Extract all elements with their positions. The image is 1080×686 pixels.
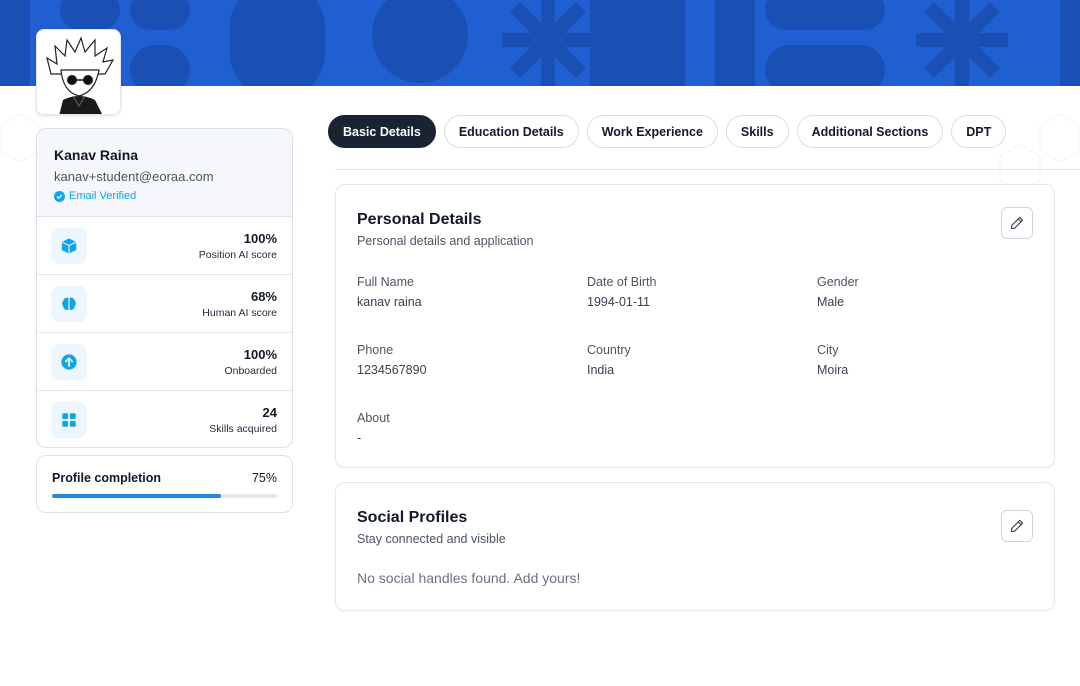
stat-human-ai-score: 68% Human AI score — [37, 275, 292, 333]
profile-completion-card: Profile completion 75% — [36, 455, 293, 513]
field-date-of-birth: Date of Birth 1994-01-11 — [587, 275, 787, 309]
profile-completion-title: Profile completion — [52, 471, 162, 485]
field-label: Full Name — [357, 275, 414, 289]
email-verified-badge: Email Verified — [54, 190, 275, 202]
profile-completion-progress — [52, 494, 277, 498]
tab-work-experience[interactable]: Work Experience — [586, 115, 718, 148]
stat-label: Position AI score — [198, 248, 277, 261]
progress-fill — [52, 494, 221, 498]
field-phone: Phone 1234567890 — [357, 343, 557, 377]
user-header: Kanav Raina kanav+student@eoraa.com Emai… — [37, 129, 292, 217]
personal-details-subtitle: Personal details and application — [357, 234, 534, 248]
tabs-divider — [335, 169, 1080, 170]
field-value: Male — [817, 295, 845, 309]
pencil-icon — [1010, 519, 1024, 533]
avatar-image — [37, 30, 120, 114]
field-value: 1234567890 — [357, 363, 427, 377]
stat-label: Skills acquired — [209, 423, 277, 435]
social-profiles-title: Social Profiles — [357, 509, 468, 526]
field-value: 1994-01-11 — [587, 295, 651, 309]
field-full-name: Full Name kanav raina — [357, 275, 557, 309]
field-about: About - — [357, 411, 557, 445]
social-profiles-card: Social Profiles Stay connected and visib… — [335, 482, 1055, 611]
cube-icon — [51, 227, 87, 264]
field-gender: Gender Male — [817, 275, 1017, 309]
pencil-icon — [1010, 216, 1024, 230]
email-verified-label: Email Verified — [69, 190, 137, 202]
personal-details-card: Personal Details Personal details and ap… — [335, 184, 1055, 468]
user-summary-card: Kanav Raina kanav+student@eoraa.com Emai… — [36, 128, 293, 448]
profile-completion-percent: 75% — [251, 471, 277, 485]
field-value: Moira — [817, 363, 849, 377]
stat-value: 100% — [243, 346, 277, 362]
field-label: Country — [587, 343, 631, 357]
tab-basic-details[interactable]: Basic Details — [328, 115, 436, 148]
stat-value: 100% — [243, 230, 277, 246]
stat-skills-acquired: 24 Skills acquired — [37, 391, 292, 447]
check-circle-icon — [54, 190, 65, 202]
field-label: City — [817, 343, 839, 357]
social-empty-message: No social handles found. Add yours! — [357, 570, 581, 586]
stat-position-ai-score: 100% Position AI score — [37, 217, 292, 275]
stat-label: Onboarded — [224, 364, 277, 377]
profile-banner — [0, 0, 1080, 86]
brain-icon — [51, 285, 87, 322]
avatar[interactable] — [36, 29, 121, 115]
field-city: City Moira — [817, 343, 1017, 377]
stat-onboarded: 100% Onboarded — [37, 333, 292, 391]
tab-education-details[interactable]: Education Details — [443, 115, 579, 148]
banner-pattern — [0, 0, 1080, 86]
personal-details-title: Personal Details — [357, 211, 482, 228]
stat-value: 68% — [250, 288, 277, 304]
tab-additional-sections[interactable]: Additional Sections — [796, 115, 944, 148]
stat-label: Human AI score — [202, 306, 277, 319]
field-value: kanav raina — [357, 295, 422, 309]
edit-personal-details-button[interactable] — [1001, 207, 1033, 239]
user-email: kanav+student@eoraa.com — [54, 169, 214, 184]
field-country: Country India — [587, 343, 787, 377]
social-profiles-subtitle: Stay connected and visible — [357, 532, 506, 546]
tab-dpt[interactable]: DPT — [951, 115, 1007, 148]
field-label: Phone — [357, 343, 394, 357]
field-label: Date of Birth — [587, 275, 657, 289]
field-label: About — [357, 411, 390, 425]
user-name: Kanav Raina — [54, 147, 139, 163]
profile-tabs: Basic Details Education Details Work Exp… — [328, 115, 1007, 148]
field-label: Gender — [817, 275, 859, 289]
grid-icon — [51, 402, 87, 438]
stat-value: 24 — [262, 405, 277, 420]
field-value: - — [357, 431, 362, 445]
tab-skills[interactable]: Skills — [725, 115, 789, 148]
field-value: India — [587, 363, 615, 377]
edit-social-profiles-button[interactable] — [1001, 510, 1033, 542]
arrow-up-circle-icon — [51, 343, 87, 380]
